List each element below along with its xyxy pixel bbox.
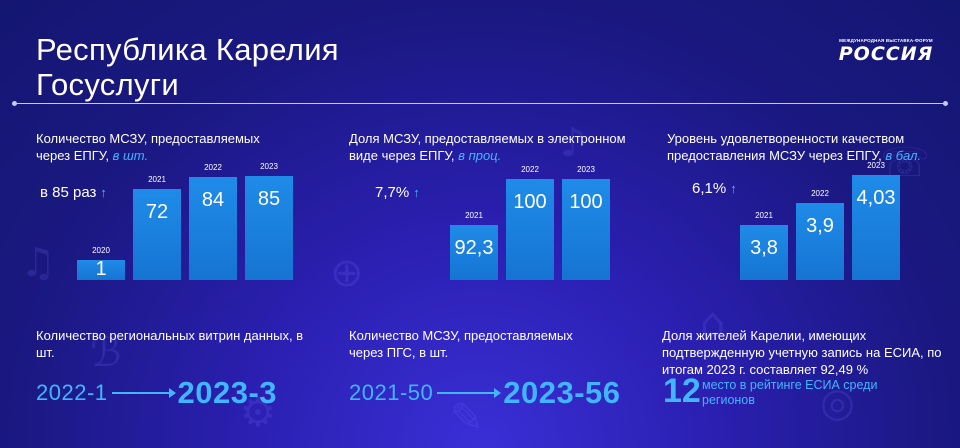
bar-value-label: 3,8 [750,237,778,259]
page-title: Республика Карелия Госуслуги [36,32,339,102]
esia-title: Доля жителей Карелии, имеющих подтвержде… [662,328,942,377]
bar-2022 [506,179,554,280]
title-line-2: Госуслуги [36,67,180,102]
bar-2022 [189,177,237,280]
bar-year-label: 2022 [204,163,222,172]
bar-value-label: 4,03 [856,187,896,209]
chart-1-growth-value: в 85 раз [40,184,97,201]
bar-2023 [245,176,293,280]
bar-year-label: 2021 [465,211,483,220]
bar-year-label: 2022 [521,165,539,174]
bar-year-label: 2021 [755,211,773,220]
stat-1-from: 2022-1 [36,380,108,405]
chart-2-title-text: Доля МСЗУ, предоставляемых в электронном… [349,131,626,163]
chart-3-bars: 3,8 2021 3,9 2022 4,03 2023 [740,161,904,280]
chart-3-title: Уровень удовлетворенности качеством пред… [667,130,947,164]
logo-subtitle: МЕЖДУНАРОДНАЯ ВЫСТАВКА-ФОРУМ [839,38,933,43]
bar-value-label: 100 [513,191,547,213]
bar-year-label: 2023 [260,162,278,171]
chart-2-unit: в проц. [458,148,502,163]
arrow-right-icon [437,388,502,398]
stat-1-row: 2022-1 2023-3 [36,375,277,411]
bar-year-label: 2023 [577,165,595,174]
esia-rank-number: 12 [663,372,701,410]
bar-2023 [562,179,610,280]
bar-2023 [852,175,900,280]
arrow-up-icon: ↑ [730,181,737,196]
chart-1-unit: в шт. [112,148,149,163]
bar-2021 [450,225,498,280]
bar-2020 [77,260,125,280]
header-divider [12,101,948,106]
bar-value-label: 3,9 [806,215,834,238]
stat-1-title: Количество региональных витрин данных, в… [36,328,304,360]
bar-year-label: 2020 [92,246,110,255]
chart-2-growth: 7,7% ↑ [375,184,420,201]
arrow-up-icon: ↑ [100,185,107,200]
bar-value-label: 92,3 [454,237,494,259]
logo-title: РОССИЯ [838,43,934,65]
bar-value-label: 100 [569,191,603,213]
stat-1-to: 2023-3 [177,375,278,410]
stat-2-to: 2023-56 [503,375,621,410]
bar-year-label: 2021 [148,175,166,184]
bar-year-label: 2023 [867,161,885,170]
chart-3-growth: 6,1% ↑ [692,180,737,197]
bar-value-label: 1 [95,258,107,280]
chart-1-title-text: Количество МСЗУ, предоставляемых через Е… [36,131,260,163]
chart-3-growth-value: 6,1% [692,180,727,197]
stat-2-row: 2021-50 2023-56 [349,375,621,411]
chart-3-title-text: Уровень удовлетворенности качеством пред… [667,131,905,163]
chart-3-unit: в бал. [885,148,922,163]
chart-2-growth-value: 7,7% [375,184,410,201]
chart-2-title: Доля МСЗУ, предоставляемых в электронном… [349,130,639,164]
bar-year-label: 2022 [811,189,829,199]
bar-value-label: 84 [201,189,225,211]
russia-forum-logo: МЕЖДУНАРОДНАЯ ВЫСТАВКА-ФОРУМ РОССИЯ [836,38,936,65]
esia-rank-text: место в рейтинге ЕСИА среди регионов [702,378,878,407]
bar-value-label: 72 [145,201,169,223]
stat-2-title: Количество МСЗУ, предоставляемых через П… [349,328,573,360]
bar-value-label: 85 [257,188,281,210]
chart-1-bars: 1 2020 72 2021 84 2022 85 2023 [77,162,297,280]
bar-2022 [796,203,844,280]
arrow-right-icon [111,388,176,398]
chart-2-bars: 92,3 2021 100 2022 100 2023 [450,165,614,280]
arrow-up-icon: ↑ [413,185,420,200]
title-line-1: Республика Карелия [36,32,339,67]
bar-2021 [133,189,181,280]
bar-2021 [740,225,788,280]
chart-1-title: Количество МСЗУ, предоставляемых через Е… [36,130,286,164]
chart-1-growth: в 85 раз ↑ [40,184,107,201]
stat-2-from: 2021-50 [349,380,434,405]
